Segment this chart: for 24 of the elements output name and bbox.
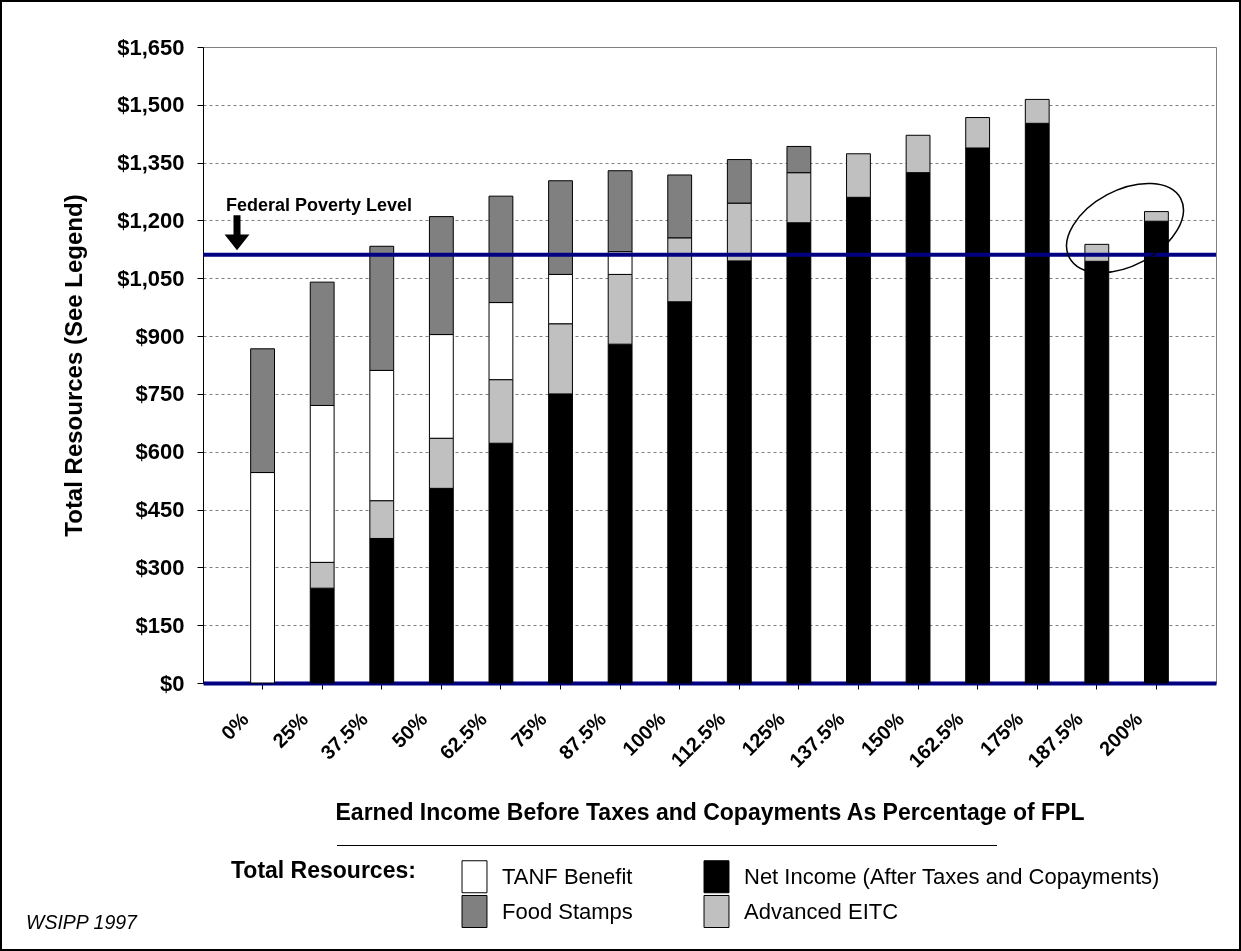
y-tick-label: $1,500 bbox=[117, 92, 185, 118]
y-axis-title: Total Resources (See Legend) bbox=[60, 194, 88, 537]
x-axis-title: Earned Income Before Taxes and Copayments As Percentage of FPL bbox=[335, 798, 1085, 825]
y-tick-label: $1,350 bbox=[117, 150, 185, 176]
y-tick-label: $600 bbox=[135, 439, 185, 465]
y-tick-label: $900 bbox=[135, 323, 185, 349]
y-tick-label: $150 bbox=[135, 612, 185, 638]
legend-label: Advanced EITC bbox=[744, 898, 899, 924]
y-tick-label: $1,050 bbox=[117, 265, 185, 291]
x-tick-label: 0% bbox=[216, 707, 253, 745]
legend-label: Net Income (After Taxes and Copayments) bbox=[744, 863, 1160, 889]
ref-line-label: Federal Poverty Level bbox=[226, 194, 413, 215]
legend-title: Total Resources: bbox=[231, 857, 416, 883]
x-tick-label: 75% bbox=[506, 707, 551, 752]
y-tick-label: $1,650 bbox=[117, 34, 185, 60]
y-tick-label: $300 bbox=[135, 554, 185, 580]
legend-label: Food Stamps bbox=[502, 898, 633, 924]
y-tick-label: $0 bbox=[160, 670, 185, 696]
y-tick-label: $1,200 bbox=[117, 207, 185, 233]
y-tick-label: $750 bbox=[135, 381, 185, 407]
x-tick-label: 50% bbox=[387, 707, 432, 752]
legend-label: TANF Benefit bbox=[502, 863, 633, 889]
text: WSIPP 1997 bbox=[26, 911, 139, 933]
y-tick-label: $450 bbox=[135, 497, 185, 523]
